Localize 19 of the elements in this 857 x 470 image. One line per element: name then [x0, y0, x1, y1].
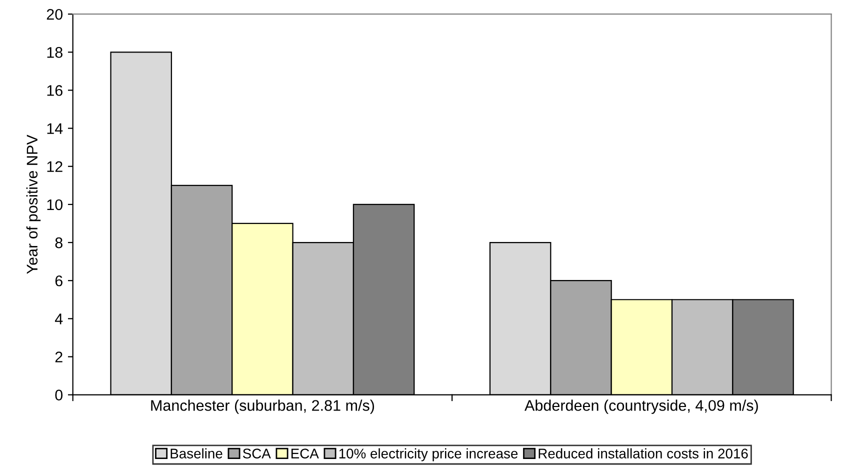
y-axis-title: Year of positive NPV	[26, 134, 41, 274]
y-tick-label: 4	[54, 314, 63, 324]
legend-label: ECA	[291, 448, 319, 458]
y-tick-label: 0	[55, 390, 63, 400]
legend-label: 10% electricity price increase	[339, 448, 518, 462]
y-tick-label: 6	[55, 275, 62, 286]
y-tick-label: 10	[47, 199, 63, 210]
y-tick-label: 12	[47, 161, 62, 172]
y-tick-label: 16	[47, 85, 62, 96]
legend-label: SCA	[242, 448, 271, 458]
legend-label: Reduced installation costs in 2016	[538, 448, 748, 458]
y-tick-label: 2	[55, 352, 62, 362]
y-tick-label: 18	[47, 47, 62, 58]
y-tick-label: 8	[55, 237, 62, 248]
x-tick-label: Abderdeen (countryside, 4,09 m/s)	[524, 400, 758, 414]
y-tick-label: 14	[47, 123, 63, 134]
x-tick-label: Manchester (suburban, 2.81 m/s)	[151, 400, 374, 414]
y-tick-label: 20	[46, 8, 63, 20]
legend-label: Baseline	[170, 448, 222, 458]
